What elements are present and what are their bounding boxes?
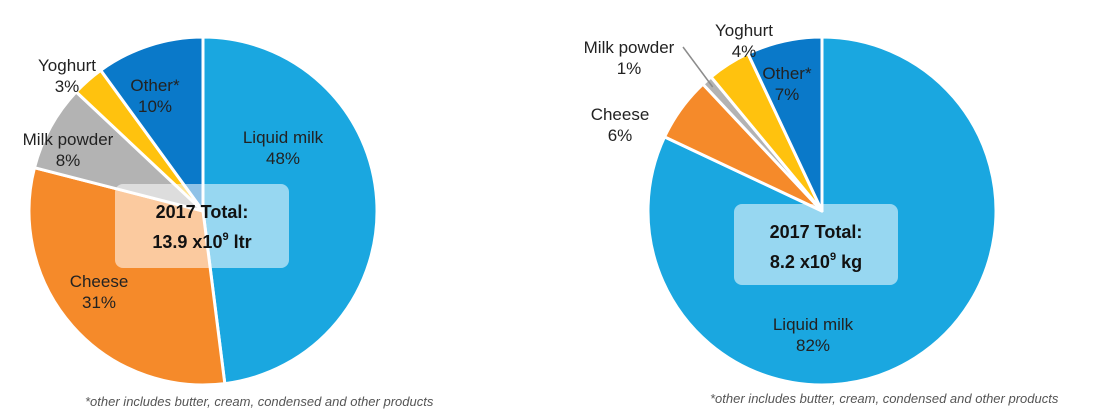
slice-label-milk-powder: Milk powder 1% [584, 38, 675, 78]
pie-slice-liquid-milk [201, 35, 379, 386]
slice-label-milk-powder: Milk powder 8% [23, 130, 114, 170]
total-value: 13.9 x109 ltr [152, 231, 251, 252]
slice-label-cheese: Cheese 6% [591, 105, 650, 145]
pie-slice-other [99, 35, 205, 213]
slice-label-liquid-milk: Liquid milk 82% [773, 315, 854, 355]
pie-chart-left-svg: 2017 Total: 13.9 x109 ltr Liquid milk 48% Ch… [23, 35, 379, 387]
slice-label-cheese: Cheese 31% [70, 272, 129, 312]
leader-line-milk-powder [682, 46, 714, 88]
total-box [115, 184, 289, 268]
pie-chart-right: 2017 Total: 8.2 x109 kg Liquid milk 82% Chee… [560, 0, 1106, 413]
slice-label-yoghurt: Yoghurt 3% [38, 56, 96, 96]
slice-label-other: Other* 7% [762, 64, 812, 104]
total-value: 8.2 x109 kg [770, 251, 862, 272]
slice-label-other: Other* 10% [130, 76, 180, 116]
pie-chart-left: 2017 Total: 13.9 x109 ltr Liquid milk 48% Ch… [0, 0, 520, 413]
pie-slice-other [746, 35, 824, 213]
total-box [734, 204, 898, 285]
total-label: 2017 Total: [156, 202, 249, 222]
slice-label-liquid-milk: Liquid milk 48% [243, 128, 324, 168]
footnote-left: *other includes butter, cream, condensed… [85, 394, 434, 409]
total-label: 2017 Total: [770, 222, 863, 242]
slice-label-yoghurt: Yoghurt 4% [715, 21, 773, 61]
footnote-right: *other includes butter, cream, condensed… [710, 391, 1059, 406]
pie-chart-right-svg: 2017 Total: 8.2 x109 kg Liquid milk 82% Chee… [584, 21, 998, 387]
